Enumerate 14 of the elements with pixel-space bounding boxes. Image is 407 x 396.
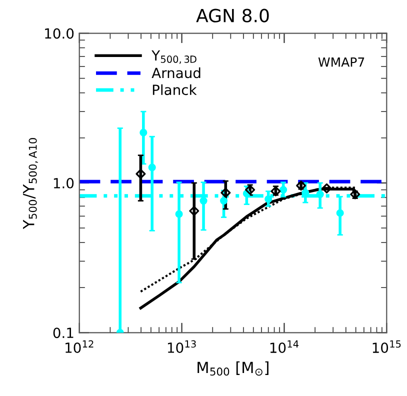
legend-label: Planck — [152, 84, 197, 96]
legend-label: Arnaud — [152, 67, 200, 78]
x-tick-label: 10$^{13}$ — [168, 340, 196, 354]
y-axis-title: Y$_{500}$/Y$_{500,A10}$ — [23, 138, 38, 230]
annotation: WMAP7 — [318, 58, 364, 67]
y-tick-label: 1.0 — [54, 178, 74, 188]
y-tick-label: 10.0 — [45, 28, 74, 39]
legend-label: Y$_{500,3D}$ — [152, 50, 196, 64]
chart-title: AGN 8.0 — [196, 8, 269, 22]
x-tick-label: 10$^{12}$ — [66, 340, 94, 354]
y-tick-label: 0.1 — [53, 328, 74, 338]
x-tick-label: 10$^{15}$ — [372, 340, 401, 354]
x-tick-label: 10$^{14}$ — [270, 340, 299, 354]
x-axis-title: M$_{500}$ [M$_{⊙}$] — [198, 361, 268, 376]
